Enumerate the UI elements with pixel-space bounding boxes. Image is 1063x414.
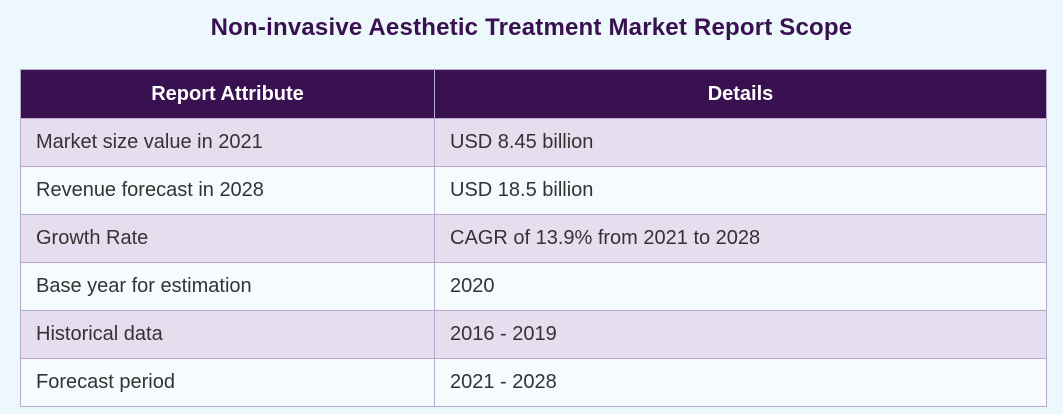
details-cell: USD 18.5 billion — [434, 166, 1047, 215]
attribute-cell: Market size value in 2021 — [20, 118, 435, 167]
attribute-cell: Base year for estimation — [20, 262, 435, 311]
attribute-cell: Revenue forecast in 2028 — [20, 166, 435, 215]
column-header-attribute: Report Attribute — [20, 69, 435, 119]
details-cell: CAGR of 13.9% from 2021 to 2028 — [434, 214, 1047, 263]
table-header-row: Report Attribute Details — [20, 69, 1047, 119]
details-cell: 2021 - 2028 — [434, 358, 1047, 407]
table-row: Growth Rate CAGR of 13.9% from 2021 to 2… — [20, 214, 1047, 263]
attribute-cell: Growth Rate — [20, 214, 435, 263]
table-row: Forecast period 2021 - 2028 — [20, 358, 1047, 407]
table-row: Market size value in 2021 USD 8.45 billi… — [20, 118, 1047, 167]
details-cell: 2020 — [434, 262, 1047, 311]
table-row: Base year for estimation 2020 — [20, 262, 1047, 311]
table-row: Historical data 2016 - 2019 — [20, 310, 1047, 359]
attribute-cell: Forecast period — [20, 358, 435, 407]
details-cell: USD 8.45 billion — [434, 118, 1047, 167]
attribute-cell: Historical data — [20, 310, 435, 359]
column-header-details: Details — [434, 69, 1047, 119]
table-row: Revenue forecast in 2028 USD 18.5 billio… — [20, 166, 1047, 215]
page-title: Non-invasive Aesthetic Treatment Market … — [210, 14, 853, 41]
report-scope-table: Report Attribute Details Market size val… — [20, 69, 1047, 407]
details-cell: 2016 - 2019 — [434, 310, 1047, 359]
